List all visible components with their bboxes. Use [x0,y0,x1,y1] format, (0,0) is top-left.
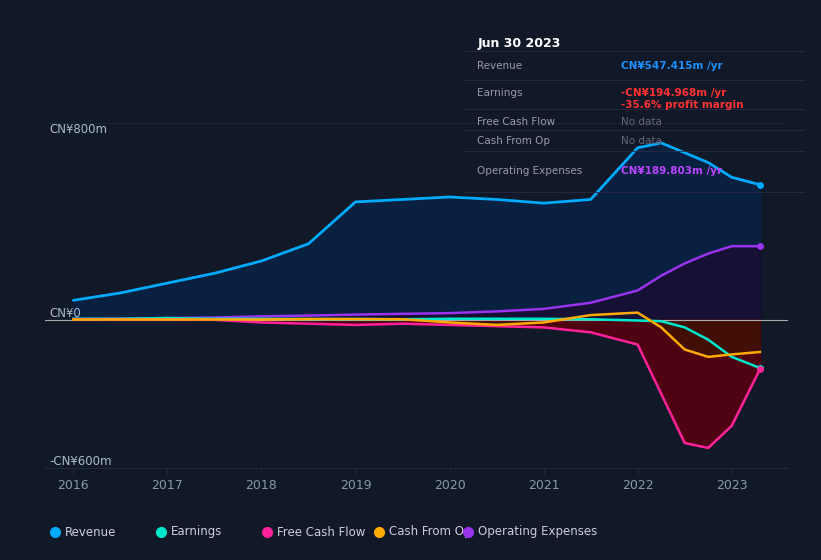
Text: Cash From Op: Cash From Op [389,525,471,539]
Text: Free Cash Flow: Free Cash Flow [478,117,556,127]
Text: Free Cash Flow: Free Cash Flow [277,525,365,539]
Text: Earnings: Earnings [172,525,222,539]
Text: Revenue: Revenue [65,525,117,539]
Text: CN¥547.415m /yr: CN¥547.415m /yr [621,60,722,71]
Text: -CN¥194.968m /yr: -CN¥194.968m /yr [621,88,726,99]
Text: Earnings: Earnings [478,88,523,99]
Text: -CN¥600m: -CN¥600m [50,455,112,468]
Text: Revenue: Revenue [478,60,523,71]
Text: Operating Expenses: Operating Expenses [478,166,583,176]
Text: CN¥0: CN¥0 [50,306,81,320]
Text: Operating Expenses: Operating Expenses [479,525,598,539]
Text: CN¥800m: CN¥800m [50,123,108,136]
Text: No data: No data [621,117,662,127]
Text: No data: No data [621,136,662,146]
Text: CN¥189.803m /yr: CN¥189.803m /yr [621,166,722,176]
Text: Jun 30 2023: Jun 30 2023 [478,37,561,50]
Text: Cash From Op: Cash From Op [478,136,551,146]
Text: -35.6% profit margin: -35.6% profit margin [621,100,743,110]
